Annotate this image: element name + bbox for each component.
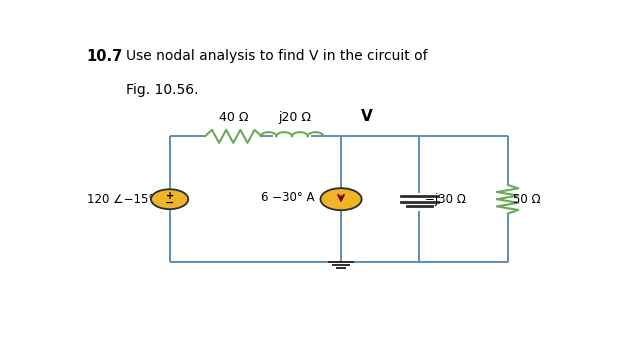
Text: Fig. 10.56.: Fig. 10.56. <box>126 83 198 97</box>
Text: Use nodal analysis to find V in the circuit of: Use nodal analysis to find V in the circ… <box>126 49 427 63</box>
Text: −: − <box>165 198 174 208</box>
Circle shape <box>320 188 362 210</box>
Text: 10.7: 10.7 <box>87 49 123 64</box>
Text: 6 −30° A: 6 −30° A <box>260 191 314 204</box>
Text: +: + <box>166 191 174 201</box>
Text: 40 Ω: 40 Ω <box>219 111 248 124</box>
Circle shape <box>151 189 188 209</box>
Text: 50 Ω: 50 Ω <box>513 193 541 206</box>
Text: V: V <box>361 109 372 124</box>
Text: −j30 Ω: −j30 Ω <box>425 193 466 206</box>
Text: 120 ∠−15° V: 120 ∠−15° V <box>87 193 166 206</box>
Text: j20 Ω: j20 Ω <box>278 111 311 124</box>
